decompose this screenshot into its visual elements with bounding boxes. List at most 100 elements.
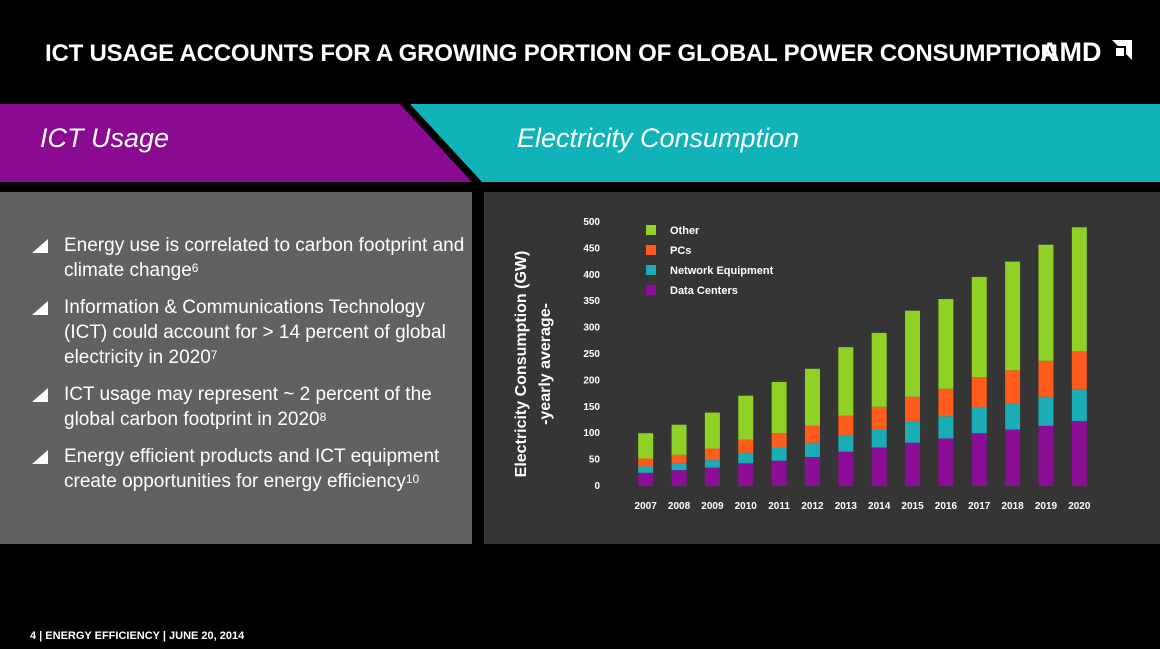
x-tick-label: 2011 xyxy=(768,501,790,512)
bar-data-centers xyxy=(838,451,854,486)
bullet-text: ICT usage may represent ~ 2 percent of t… xyxy=(64,384,432,430)
y-axis-label: Electricity Consumption (GW) xyxy=(513,251,530,478)
x-tick-label: 2008 xyxy=(668,501,691,512)
bar-other xyxy=(738,395,754,440)
bar-pcs xyxy=(1005,370,1021,404)
x-tick-label: 2012 xyxy=(801,501,824,512)
bullet-item: Energy use is correlated to carbon footp… xyxy=(30,233,470,283)
bar-pcs xyxy=(738,439,754,453)
x-tick-label: 2020 xyxy=(1068,501,1091,512)
bar-network-equipment xyxy=(738,452,754,464)
amd-arrow-square xyxy=(1116,48,1124,56)
bar-data-centers xyxy=(1071,421,1087,486)
bar-pcs xyxy=(871,406,887,429)
bar-network-equipment xyxy=(638,466,654,473)
bullet-item: Energy efficient products and ICT equipm… xyxy=(30,444,470,494)
bullet-footnote: 7 xyxy=(210,348,218,362)
legend-swatch xyxy=(646,265,656,275)
triangle-bullet-icon xyxy=(32,301,48,315)
bar-data-centers xyxy=(804,456,820,486)
bar-network-equipment xyxy=(671,463,687,471)
legend-label: Other xyxy=(670,225,700,237)
bullet-list: Energy use is correlated to carbon footp… xyxy=(30,233,470,506)
bar-other xyxy=(905,310,921,397)
ict-usage-header: ICT Usage xyxy=(40,123,170,153)
footer: 4 | ENERGY EFFICIENCY | JUNE 20, 2014 xyxy=(30,630,245,642)
bar-pcs xyxy=(1071,351,1087,390)
bullet-text: Information & Communications Technology … xyxy=(64,297,446,368)
bullet-footnote: 6 xyxy=(191,261,199,275)
y-tick-label: 350 xyxy=(583,296,600,307)
y-tick-label: 50 xyxy=(589,455,601,466)
header-band xyxy=(0,104,1160,182)
x-tick-label: 2007 xyxy=(635,501,658,512)
legend-label: Data Centers xyxy=(670,285,738,297)
x-tick-label: 2009 xyxy=(701,501,724,512)
bar-pcs xyxy=(704,448,720,461)
bar-other xyxy=(838,347,854,416)
bar-pcs xyxy=(971,377,987,408)
bar-network-equipment xyxy=(1071,389,1087,422)
y-tick-label: 400 xyxy=(583,270,600,281)
bullet-text: Energy use is correlated to carbon footp… xyxy=(64,235,465,281)
bar-other xyxy=(1005,261,1021,371)
bar-data-centers xyxy=(971,433,987,486)
bullet-text: Energy efficient products and ICT equipm… xyxy=(64,446,440,492)
bar-other xyxy=(671,424,687,455)
legend-label: Network Equipment xyxy=(670,265,774,277)
bar-data-centers xyxy=(938,438,954,486)
electricity-consumption-header: Electricity Consumption xyxy=(517,123,800,153)
bullet-footnote: 8 xyxy=(319,410,327,424)
legend-swatch xyxy=(646,285,656,295)
bar-network-equipment xyxy=(838,435,854,452)
bar-pcs xyxy=(671,454,687,464)
slide-title: ICT USAGE ACCOUNTS FOR A GROWING PORTION… xyxy=(45,40,1058,67)
legend-swatch xyxy=(646,225,656,235)
y-tick-label: 250 xyxy=(583,349,600,360)
bullet-item: ICT usage may represent ~ 2 percent of t… xyxy=(30,382,470,432)
bar-pcs xyxy=(1038,360,1054,397)
bar-network-equipment xyxy=(905,421,921,443)
legend-swatch xyxy=(646,245,656,255)
bar-other xyxy=(704,412,720,449)
bar-network-equipment xyxy=(1038,396,1054,426)
bar-data-centers xyxy=(638,472,654,486)
bar-other xyxy=(938,299,954,389)
bar-other xyxy=(1038,244,1054,361)
x-tick-label: 2014 xyxy=(868,501,891,512)
amd-logo: AMD xyxy=(1040,37,1132,67)
bar-network-equipment xyxy=(704,460,720,468)
x-tick-label: 2010 xyxy=(735,501,758,512)
bar-network-equipment xyxy=(871,428,887,448)
amd-logo-text: AMD xyxy=(1040,37,1102,67)
x-tick-label: 2017 xyxy=(968,501,991,512)
bar-data-centers xyxy=(1005,429,1021,486)
legend-label: PCs xyxy=(670,245,691,257)
bar-data-centers xyxy=(671,470,687,486)
electricity-header-bg xyxy=(410,104,1160,182)
bullets-panel xyxy=(0,192,472,544)
bar-pcs xyxy=(938,388,954,417)
y-tick-label: 150 xyxy=(583,402,600,413)
bullet-footnote: 10 xyxy=(405,472,420,486)
bar-pcs xyxy=(838,415,854,436)
bar-network-equipment xyxy=(971,407,987,434)
bar-data-centers xyxy=(771,460,787,486)
bar-other xyxy=(1071,227,1087,352)
bar-other xyxy=(971,276,987,378)
bar-data-centers xyxy=(1038,425,1054,486)
bar-data-centers xyxy=(871,447,887,486)
bar-pcs xyxy=(771,433,787,448)
y-axis-sublabel: -yearly average- xyxy=(537,303,554,425)
y-tick-label: 200 xyxy=(583,375,600,386)
amd-arrow-icon xyxy=(1112,40,1132,60)
x-tick-label: 2013 xyxy=(835,501,858,512)
bullet-item: Information & Communications Technology … xyxy=(30,295,470,370)
bar-pcs xyxy=(905,396,921,422)
triangle-bullet-icon xyxy=(32,450,48,464)
x-tick-label: 2019 xyxy=(1035,501,1058,512)
triangle-bullet-icon xyxy=(32,239,48,253)
bar-pcs xyxy=(804,425,820,443)
ict-usage-header-bg xyxy=(0,104,472,182)
bar-network-equipment xyxy=(1005,403,1021,430)
